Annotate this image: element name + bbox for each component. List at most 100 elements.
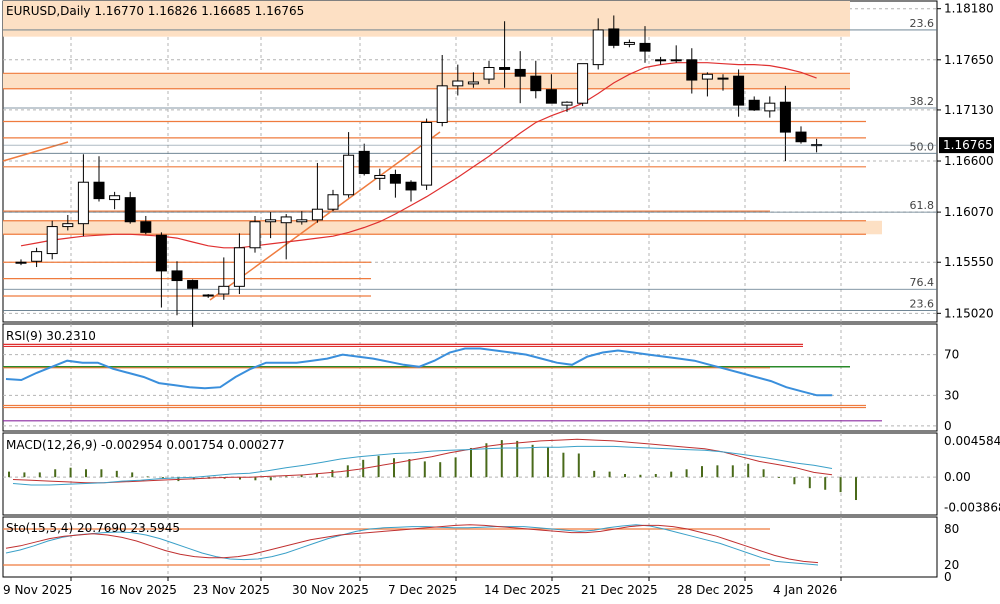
candle-body [733,75,745,106]
fib-level-label: 61.8 [910,199,935,212]
sto-title: Sto(15,5,4) 20.7690 23.5945 [6,521,180,535]
rsi-title: RSI(9) 30.2310 [6,329,96,343]
candle-body [639,42,651,52]
sto-signal-line [5,524,819,564]
supply-demand-zone [3,220,882,235]
fib-level-label: 38.2 [910,95,935,108]
current-price-box [939,137,994,154]
candle-body [31,251,43,262]
macd-signal-line [12,438,833,484]
x-axis-tick-label: 16 Nov 2025 [100,583,177,597]
candle-body [592,29,604,66]
sto-tick-label: 0 [944,570,952,584]
sto-tick-label: 80 [944,522,959,536]
candle-body [655,59,667,62]
trendline [209,131,441,301]
candle-body [514,68,526,77]
rsi-tick-label: 70 [944,348,959,362]
rsi-line [5,347,833,397]
y-axis-tick-label: 1.16070 [944,205,994,219]
x-axis-tick-label: 23 Nov 2025 [193,583,270,597]
y-axis-tick-label: 1.16600 [944,154,994,168]
current-price-label: 1.16765 [943,138,993,152]
macd-title: MACD(12,26,9) -0.002954 0.001754 0.00027… [6,438,285,452]
rsi-tick-label: 30 [944,388,959,402]
candle-body [109,195,121,201]
candle-body [623,41,635,45]
candle-body [748,99,760,111]
candle-body [93,181,105,200]
candle-body [77,181,89,225]
candle-body [436,85,448,123]
chart-header: EURUSD,Daily 1.16770 1.16826 1.16685 1.1… [6,4,304,18]
y-axis-tick-label: 1.15020 [944,306,994,320]
candle-body [343,154,355,196]
candle-body [499,67,511,70]
fib-level-label: 23.6 [910,297,935,310]
fib-level-label: 50.0 [910,140,935,153]
candle-body [686,59,698,81]
sto-main-line [5,524,819,566]
x-axis-tick-label: 7 Dec 2025 [388,583,457,597]
candle-body [202,294,214,297]
candle-body [795,131,807,143]
y-axis-tick-label: 1.17130 [944,103,994,117]
candle-body [140,221,152,233]
candle-body [327,194,339,210]
fib-level-label: 76.4 [910,276,935,289]
candle-body [405,181,417,191]
macd-tick-label: 0.00 [944,470,971,484]
supply-demand-zone [3,1,850,37]
candle-body [46,226,58,255]
candle-body [608,28,620,46]
candle-body [561,101,573,106]
candle-body [233,247,245,287]
y-axis-tick-label: 1.17650 [944,53,994,67]
candle-body [483,67,495,80]
fib-level-label: 23.6 [910,17,935,30]
candle-body [764,102,776,112]
candle-body [467,81,479,85]
y-axis-tick-label: 1.18180 [944,2,994,16]
candle-body [124,197,136,223]
candle-body [358,150,370,175]
moving-average-line [20,62,817,249]
candle-body [452,80,464,87]
macd-main-line [12,445,833,486]
candle-body [389,174,401,184]
candle-body [171,270,183,282]
candle-body [779,101,791,133]
candle-body [374,174,386,179]
macd-tick-label: 0.004584 [944,434,1000,448]
x-axis-tick-label: 30 Nov 2025 [292,583,369,597]
macd-tick-label: -0.003868 [944,501,1000,515]
candle-body [265,219,277,223]
sto-tick-label: 20 [944,558,959,572]
candle-body [311,208,323,221]
candle-body [717,77,729,80]
candle-body [577,63,589,104]
candle-body [187,280,199,289]
rsi-tick-label: 0 [944,419,952,433]
candle-body [155,234,167,272]
candle-body [15,261,27,264]
candle-body [249,221,261,249]
pane-frame-rsi [2,323,938,432]
x-axis-tick-label: 14 Dec 2025 [484,583,561,597]
pane-frame-macd [2,432,938,516]
candle-body [701,73,713,80]
candle-body [670,59,682,62]
supply-demand-zone [3,73,850,89]
candle-body [545,89,557,104]
x-axis-tick-label: 28 Dec 2025 [677,583,754,597]
x-axis-tick-label: 4 Jan 2026 [773,583,837,597]
pane-frame-sto [2,516,938,578]
candle-body [280,216,292,224]
candle-body [296,219,308,223]
candle-body [62,223,74,228]
x-axis-tick-label: 21 Dec 2025 [581,583,658,597]
x-axis-tick-label: 9 Nov 2025 [3,583,72,597]
